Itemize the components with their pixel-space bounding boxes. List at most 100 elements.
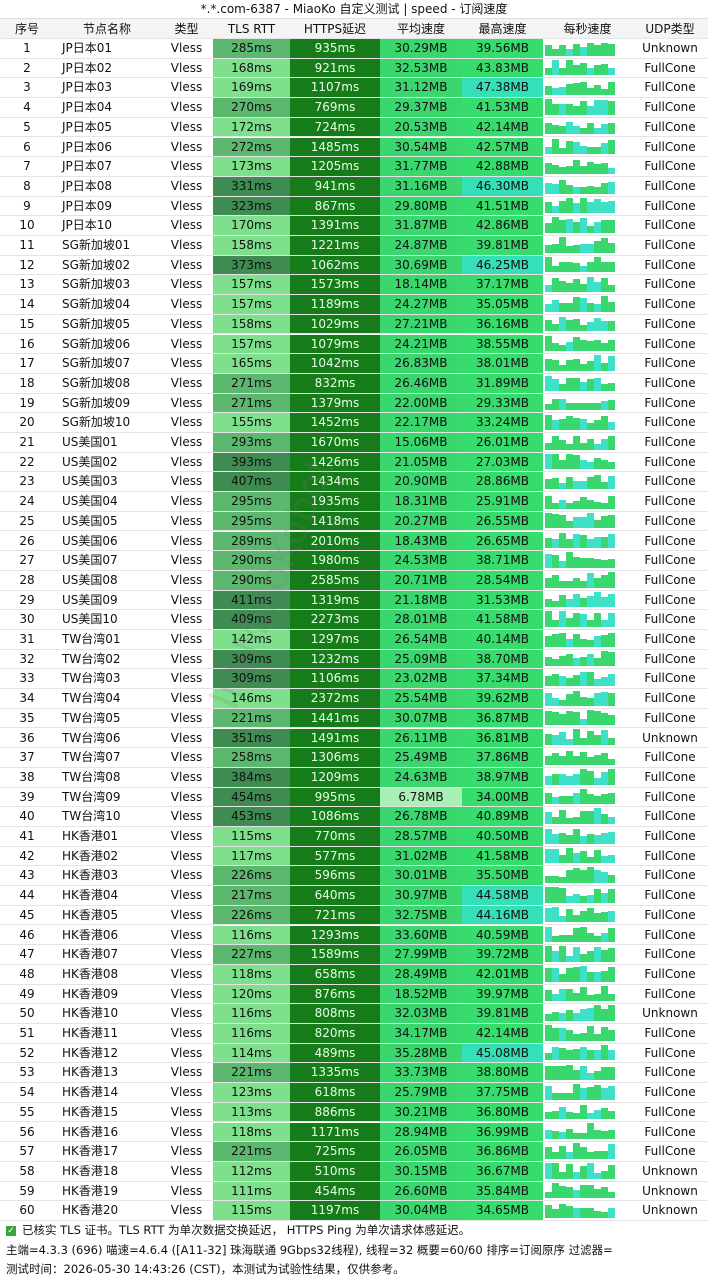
- spark-bar: [608, 1207, 615, 1218]
- udp-type: FullCone: [644, 848, 696, 863]
- spark-bar: [566, 165, 573, 174]
- spark-bar: [566, 476, 573, 490]
- spark-bar: [545, 319, 552, 332]
- spark-bar: [580, 443, 587, 450]
- udp-type: FullCone: [644, 139, 696, 154]
- spark-bar: [552, 993, 559, 1002]
- spark-bar: [573, 358, 580, 371]
- spark-bar: [559, 532, 566, 549]
- https-delay: 510ms: [290, 1161, 380, 1181]
- spark-bar: [608, 1143, 615, 1159]
- spark-bar: [594, 808, 601, 824]
- spark-bar: [601, 1107, 608, 1120]
- node-name: TW台湾03: [62, 671, 121, 686]
- node-name: SG新加坡03: [62, 277, 131, 292]
- row-index: 49: [19, 986, 35, 1001]
- table-row: 51 HK香港11 Vless 116ms 820ms 34.17MB 42.14MB Ful…: [0, 1024, 708, 1044]
- spark-bar: [552, 887, 559, 903]
- row-index: 38: [19, 769, 35, 784]
- spark-bar: [566, 48, 573, 56]
- row-index: 4: [23, 100, 31, 115]
- spark-bar: [545, 284, 552, 293]
- avg-speed: 23.02MB: [380, 669, 462, 689]
- speed-sparkline: [543, 689, 632, 708]
- table-row: 54 HK香港14 Vless 123ms 618ms 25.79MB 37.75MB Ful…: [0, 1083, 708, 1103]
- spark-bar: [594, 240, 601, 253]
- https-delay: 769ms: [290, 98, 380, 117]
- https-delay: 1062ms: [290, 255, 380, 275]
- row-index: 2: [23, 60, 31, 75]
- node-type: Vless: [170, 1203, 203, 1218]
- spark-bar: [608, 559, 615, 568]
- https-delay: 2010ms: [290, 531, 380, 551]
- table-row: 33 TW台湾03 Vless 309ms 1106ms 23.02MB 37.34MB Fu…: [0, 669, 708, 690]
- tls-rtt: 168ms: [213, 58, 290, 78]
- node-name: JP日本08: [62, 178, 113, 193]
- speed-sparkline: [543, 788, 632, 807]
- avg-speed: 33.60MB: [380, 925, 462, 945]
- tls-rtt: 118ms: [213, 964, 290, 984]
- spark-bar: [580, 656, 587, 667]
- spark-bar: [587, 161, 594, 174]
- udp-type: FullCone: [644, 297, 696, 312]
- spark-bar: [552, 951, 559, 962]
- speed-sparkline: [543, 394, 632, 413]
- spark-bar: [566, 711, 573, 726]
- spark-bar: [545, 946, 552, 962]
- window-title: *.*.com-6387 - MiaoKo 自定义测试 | speed - 订阅…: [200, 2, 508, 16]
- node-name: US美国04: [62, 494, 118, 509]
- table-row: 56 HK香港16 Vless 118ms 1171ms 28.94MB 36.99MB Fu…: [0, 1122, 708, 1143]
- node-name: JP日本06: [62, 139, 113, 154]
- spark-bar: [608, 758, 615, 765]
- avg-speed: 22.17MB: [380, 413, 462, 432]
- header-cell: 每秒速度: [563, 22, 612, 36]
- spark-bar: [587, 461, 594, 470]
- spark-bar: [580, 1147, 587, 1159]
- speed-sparkline: [543, 157, 632, 176]
- node-name: HK香港03: [62, 868, 119, 883]
- speed-sparkline: [543, 374, 632, 393]
- spark-bar: [601, 912, 608, 923]
- max-speed: 41.58MB: [462, 610, 543, 629]
- spark-bar: [608, 816, 615, 824]
- spark-bar: [573, 1033, 580, 1041]
- spark-bar: [601, 1027, 608, 1041]
- table-row: 21 US美国01 Vless 293ms 1670ms 15.06MB 26.01MB Fu…: [0, 433, 708, 453]
- spark-bar: [573, 1048, 580, 1061]
- node-type: Vless: [170, 553, 203, 568]
- node-name: TW台湾01: [62, 632, 121, 646]
- max-speed: 38.01MB: [462, 354, 543, 373]
- spark-bar: [545, 710, 552, 726]
- table-row: 29 US美国09 Vless 411ms 1319ms 21.18MB 31.53MB Fu…: [0, 590, 708, 611]
- max-speed: 40.50MB: [462, 827, 543, 846]
- spark-bar: [601, 1170, 608, 1179]
- max-speed: 37.86MB: [462, 748, 543, 767]
- tls-rtt: 272ms: [213, 137, 290, 157]
- avg-speed: 18.31MB: [380, 492, 462, 511]
- node-name: HK香港01: [62, 829, 119, 843]
- spark-bar: [566, 678, 573, 687]
- spark-bar: [601, 201, 608, 214]
- header-row: 序号 节点名称 类型 TLS RTT HTTPS延迟 平均速度 最高速度 每秒速度 UDP类型: [0, 18, 708, 39]
- spark-bar: [601, 813, 608, 824]
- tls-rtt: 351ms: [213, 728, 290, 748]
- node-type: Vless: [170, 1006, 203, 1021]
- tls-rtt: 217ms: [213, 886, 290, 905]
- spark-bar: [594, 147, 601, 155]
- spark-bar: [573, 894, 580, 903]
- udp-type: FullCone: [644, 238, 696, 252]
- spark-bar: [580, 81, 587, 96]
- max-speed: 25.91MB: [462, 492, 543, 511]
- node-type: Vless: [170, 1163, 203, 1178]
- spark-bar: [573, 1208, 580, 1218]
- spark-bar: [545, 496, 552, 509]
- node-type: Vless: [170, 1026, 203, 1040]
- speed-sparkline: [543, 39, 632, 58]
- spark-bar: [573, 263, 580, 273]
- spark-bar: [594, 199, 601, 214]
- spark-bar: [608, 948, 615, 962]
- node-name: JP日本05: [62, 119, 113, 134]
- spark-bar: [559, 656, 566, 667]
- table-row: 49 HK香港09 Vless 120ms 876ms 18.52MB 39.97MB Ful…: [0, 984, 708, 1005]
- spark-bar: [545, 415, 552, 430]
